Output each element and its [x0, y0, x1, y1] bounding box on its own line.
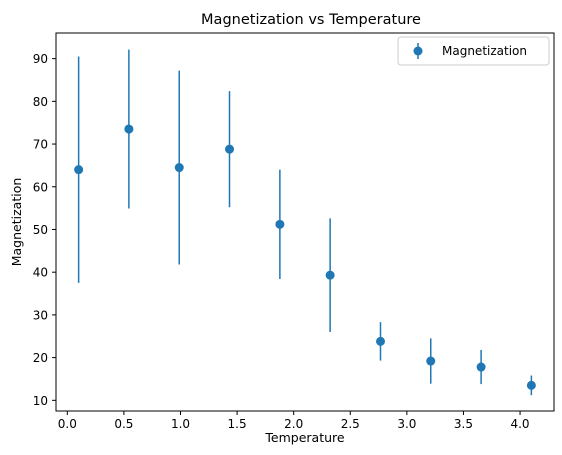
y-tick-label: 20: [33, 351, 48, 365]
x-axis-label: Temperature: [264, 430, 344, 445]
data-point: [225, 144, 235, 154]
data-point: [325, 270, 335, 280]
legend-box: [397, 36, 550, 66]
ticks-group: 0.0 0.5 1.0 1.5 2.0 2.5 3.0 3.5 4.0 10 20 30 40 50 60 7…: [33, 52, 530, 431]
data-point: [526, 380, 536, 390]
x-tick-label: 0.0: [58, 417, 77, 431]
plot-frame: [55, 32, 555, 412]
y-axis-label: Magnetization: [9, 178, 24, 267]
data-point: [476, 362, 486, 372]
x-tick-label: 3.0: [397, 417, 416, 431]
x-tick-label: 1.0: [171, 417, 190, 431]
y-tick-label: 70: [33, 138, 48, 152]
x-tick-label: 2.5: [341, 417, 360, 431]
y-tick-label: 90: [33, 52, 48, 66]
y-tick-label: 50: [33, 223, 48, 237]
y-tick-label: 30: [33, 308, 48, 322]
x-tick-label: 3.5: [454, 417, 473, 431]
y-tick-label: 60: [33, 180, 48, 194]
x-tick-label: 4.0: [510, 417, 529, 431]
data-point: [124, 124, 134, 134]
data-point: [375, 336, 385, 346]
x-tick-label: 0.5: [114, 417, 133, 431]
legend: Magnetization: [397, 36, 550, 66]
legend-label: Magnetization: [442, 44, 527, 58]
y-tick-label: 40: [33, 266, 48, 280]
data-point: [275, 219, 285, 229]
y-tick-label: 10: [33, 394, 48, 408]
data-point: [426, 356, 436, 366]
x-tick-label: 1.5: [228, 417, 247, 431]
data-point: [174, 163, 184, 173]
data-point: [74, 165, 84, 175]
y-tick-label: 80: [33, 95, 48, 109]
x-tick-label: 2.0: [284, 417, 303, 431]
data-layer: [74, 49, 536, 396]
legend-point-marker: [413, 46, 423, 56]
chart-title: Magnetization vs Temperature: [201, 12, 421, 28]
